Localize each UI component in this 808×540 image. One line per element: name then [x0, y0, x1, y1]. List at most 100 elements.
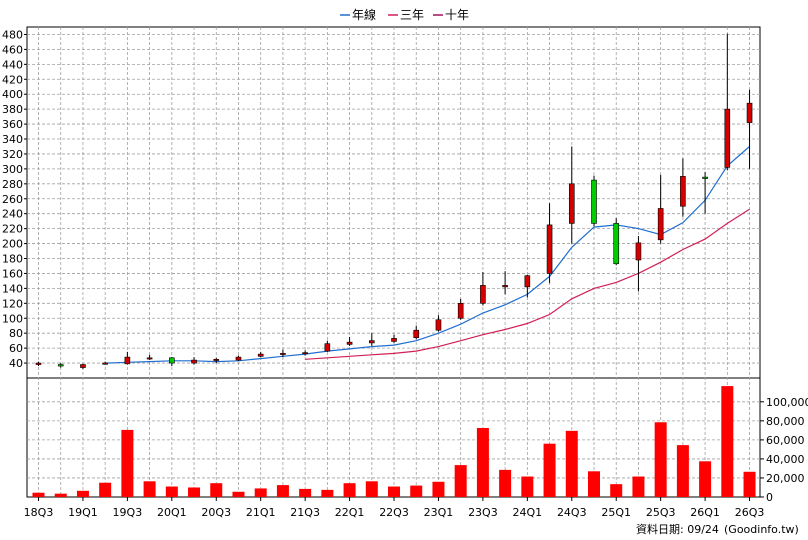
volume-bar	[632, 476, 645, 497]
x-tick-label: 24Q1	[513, 506, 543, 519]
x-axis: 18Q3 19Q1 19Q3 20Q1 20Q3 21Q1 21Q3 22Q1 22Q3 23Q1…	[24, 497, 765, 519]
candle-body	[702, 176, 708, 179]
price-tick-label: 420	[2, 73, 23, 86]
price-tick-label: 220	[2, 223, 23, 236]
x-tick-label: 26Q1	[690, 506, 720, 519]
volume-bar	[699, 461, 712, 497]
volume-bar	[210, 483, 223, 497]
volume-tick-label: 80,000	[766, 415, 805, 428]
candle	[391, 334, 397, 343]
candle	[35, 361, 42, 367]
candle-body	[613, 223, 620, 265]
x-tick-label: 23Q3	[468, 506, 498, 519]
candle-body	[257, 353, 264, 357]
candle-body	[746, 102, 753, 123]
volume-bar	[76, 490, 89, 497]
x-tick-label: 19Q3	[113, 506, 143, 519]
candle	[524, 274, 531, 298]
x-tick-label: 26Q3	[735, 506, 765, 519]
price-tick-label: 480	[2, 28, 23, 41]
moving-average-lines	[105, 146, 750, 364]
volume-bar	[521, 476, 534, 497]
price-tick-label: 320	[2, 148, 23, 161]
price-tick-label: 120	[2, 297, 23, 310]
candle	[80, 363, 86, 370]
volume-bar	[121, 429, 134, 497]
price-tick-label: 140	[2, 282, 23, 295]
price-tick-label: 240	[2, 208, 23, 221]
candle	[568, 146, 575, 244]
legend: 年線 三年 十年	[340, 7, 469, 22]
price-tick-label: 380	[2, 103, 23, 116]
volume-bar	[99, 482, 112, 497]
candle	[591, 175, 597, 227]
candle	[702, 171, 708, 214]
candle-body	[680, 176, 686, 207]
candlesticks	[35, 33, 753, 370]
candle	[169, 357, 175, 367]
volume-bars	[32, 386, 756, 497]
candle-body	[57, 364, 64, 367]
candle	[146, 354, 153, 361]
price-tick-label: 40	[9, 357, 23, 370]
candle	[613, 218, 620, 266]
candle-body	[102, 362, 108, 365]
volume-bar	[654, 422, 667, 497]
candle-body	[80, 364, 86, 368]
ma-line-3y	[305, 208, 750, 360]
volume-bar	[188, 487, 201, 497]
volume-bar	[232, 491, 245, 497]
candle	[235, 355, 242, 361]
candle-body	[235, 356, 242, 361]
legend-item-annual: 年線	[340, 7, 376, 22]
candle	[502, 271, 508, 295]
candle-body	[169, 357, 175, 364]
candle	[124, 351, 131, 365]
volume-bar	[610, 484, 623, 497]
candle	[480, 271, 486, 306]
volume-bar	[432, 481, 445, 497]
volume-bar	[476, 427, 489, 497]
volume-tick-label: 100,000	[766, 396, 808, 409]
price-tick-label: 340	[2, 133, 23, 146]
price-tick-label: 460	[2, 43, 23, 56]
price-tick-label: 80	[9, 327, 23, 340]
volume-bar	[276, 485, 289, 497]
candle-body	[524, 275, 531, 288]
x-tick-label: 25Q3	[646, 506, 676, 519]
x-tick-label: 25Q1	[601, 506, 631, 519]
price-tick-label: 180	[2, 253, 23, 266]
volume-bar	[299, 488, 312, 497]
price-tick-label: 160	[2, 267, 23, 280]
grid	[27, 27, 760, 497]
candle	[257, 351, 264, 358]
volume-bar	[254, 488, 267, 497]
candle	[657, 174, 664, 244]
candle-body	[591, 179, 597, 224]
volume-bar	[721, 386, 734, 497]
legend-label-annual: 年線	[352, 7, 376, 22]
x-tick-label: 20Q3	[201, 506, 231, 519]
volume-bar	[454, 465, 467, 497]
candle	[368, 333, 375, 346]
volume-bar	[365, 481, 378, 497]
candle-body	[457, 303, 464, 319]
candle-body	[435, 319, 442, 331]
volume-tick-label: 40,000	[766, 453, 805, 466]
volume-bar	[410, 485, 423, 497]
x-tick-label: 22Q1	[335, 506, 365, 519]
x-tick-label: 19Q1	[68, 506, 98, 519]
volume-tick-label: 60,000	[766, 434, 805, 447]
candle-body	[302, 352, 308, 355]
price-tick-label: 60	[9, 342, 23, 355]
x-tick-label: 24Q3	[557, 506, 587, 519]
legend-item-10y: 十年	[433, 8, 469, 22]
volume-bar	[743, 471, 756, 497]
candle	[280, 349, 286, 358]
candle-body	[635, 242, 642, 261]
price-tick-label: 360	[2, 118, 23, 131]
candle-body	[213, 359, 220, 361]
candle-body	[480, 285, 486, 304]
